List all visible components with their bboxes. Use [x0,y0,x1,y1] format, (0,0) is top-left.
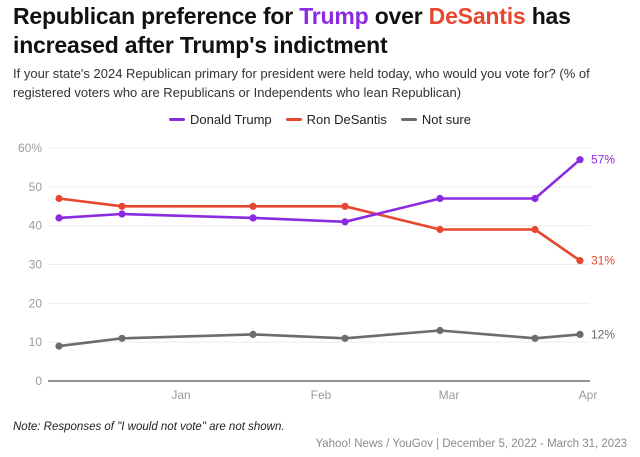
data-point-not_sure [531,334,539,342]
title-desantis: DeSantis [428,3,526,29]
data-point-not_sure [341,334,349,342]
line-chart: 0 10 20 30 40 50 60% Jan Feb Mar Apr 12% 31% 57% [18,141,615,402]
legend-swatch-trump [168,118,185,121]
y-tick-label: 0 [35,374,42,388]
legend: Donald Trump Ron DeSantis Not sure [0,112,640,127]
y-tick-label: 10 [29,335,43,349]
y-tick-label: 40 [29,219,43,233]
legend-swatch-desantis [285,118,302,121]
legend-item-not-sure: Not sure [400,112,471,127]
data-point-desantis [531,225,539,234]
series-line-trump [57,158,582,224]
series-line-not_sure [57,329,582,348]
data-point-trump [531,194,539,203]
end-label-trump: 57% [591,153,615,167]
end-label-not_sure: 12% [591,327,615,341]
x-tick-labels: Jan Feb Mar Apr [171,388,597,402]
title-text: Republican preference for [13,3,300,29]
data-point-desantis [436,225,444,234]
x-tick-label: Feb [311,388,332,402]
chart-title: Republican preference for Trump over DeS… [13,2,633,60]
title-text: has increased after Trump's indictment [13,3,571,58]
data-point-trump [249,214,257,222]
chart-source: Yahoo! News / YouGov | December 5, 2022 … [315,438,627,450]
series-desantis [55,194,584,265]
data-point-not_sure [55,342,63,350]
legend-label-trump: Donald Trump [189,112,272,127]
x-tick-label: Jan [171,388,190,402]
data-point-desantis [118,202,126,210]
series-line-desantis [57,197,582,262]
data-point-not_sure [436,326,444,335]
legend-label-not-sure: Not sure [421,112,471,127]
y-tick-label: 50 [29,180,43,194]
legend-item-desantis: Ron DeSantis [285,112,387,127]
series-not_sure [55,326,584,350]
legend-label-desantis: Ron DeSantis [306,112,387,127]
data-point-not_sure [576,330,584,338]
legend-item-trump: Donald Trump [168,112,272,127]
data-point-trump [55,214,63,222]
data-point-not_sure [118,334,126,342]
data-point-trump [576,156,584,164]
data-point-desantis [576,257,584,265]
end-labels: 12% 31% 57% [591,153,615,342]
title-trump: Trump [299,3,369,29]
data-point-desantis [249,202,257,210]
series-lines [55,156,584,350]
data-point-desantis [341,202,349,210]
y-tick-label: 60% [18,141,42,155]
data-point-trump [436,194,444,203]
data-point-trump [118,210,126,218]
x-tick-label: Apr [579,388,598,402]
end-label-desantis: 31% [591,254,615,268]
chart-subtitle: If your state's 2024 Republican primary … [13,66,590,100]
x-tick-label: Mar [439,388,460,402]
y-tick-labels: 0 10 20 30 40 50 60% [18,141,42,388]
y-tick-label: 20 [29,296,43,310]
chart-note: Note: Responses of "I would not vote" ar… [13,421,285,433]
data-point-trump [341,218,349,226]
y-tick-label: 30 [29,258,43,272]
data-point-desantis [55,194,63,203]
series-trump [55,156,584,226]
title-text: over [368,3,429,29]
data-point-not_sure [249,330,257,338]
gridlines [48,147,590,382]
legend-swatch-not-sure [400,118,417,121]
